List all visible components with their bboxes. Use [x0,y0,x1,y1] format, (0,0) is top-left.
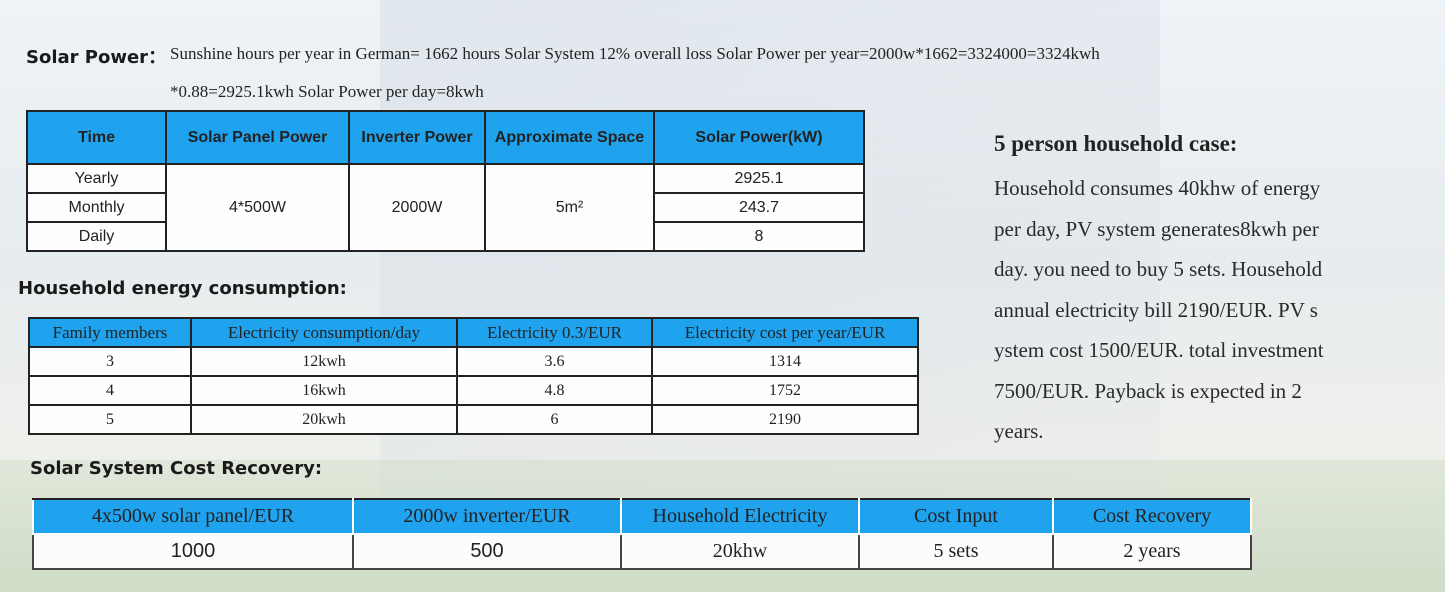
cell: 1000 [32,533,354,570]
cell: 12kwh [190,346,458,377]
row: Monthly 243.7 [26,192,865,223]
header-cell: 4x500w solar panel/EUR [32,498,354,535]
header-cell: Cost Recovery [1052,498,1252,535]
case-line: 7500/EUR. Payback is expected in 2 [994,378,1302,403]
cost-recovery-table: 4x500w solar panel/EUR 2000w inverter/EU… [32,498,1252,570]
case-line: per day, PV system generates8kwh per [994,216,1319,241]
cell: 16kwh [190,375,458,406]
cell: 1314 [651,346,919,377]
cell: 500 [352,533,622,570]
row: Daily 8 [26,221,865,252]
cell: 6 [456,404,653,435]
header-cell: Household Electricity [620,498,860,535]
cell: 2000W [348,163,486,252]
solar-table: Time Solar Panel Power Inverter Power Ap… [26,110,865,252]
cell: 1752 [651,375,919,406]
row: 5 20kwh 6 2190 [28,404,919,435]
intro-line: *0.88=2925.1kwh Solar Power per day=8kwh [170,82,484,101]
case-line: years. [994,419,1044,443]
cell: 4*500W [165,163,350,252]
header-cell: Inverter Power [348,110,486,165]
header-cell: Solar Panel Power [165,110,350,165]
household-table: Family members Electricity consumption/d… [28,317,919,435]
header-row: Family members Electricity consumption/d… [28,317,919,348]
case-line: annual electricity bill 2190/EUR. PV s [994,297,1318,322]
table-body: 3 12kwh 3.6 1314 4 16kwh 4.8 1752 5 20kwh 6 2190 [28,346,919,435]
cell: 5 sets [858,533,1054,570]
header-cell: Cost Input [858,498,1054,535]
header-cell: Electricity consumption/day [190,317,458,348]
row: 3 12kwh 3.6 1314 [28,346,919,377]
intro-line: Sunshine hours per year in German= 1662 … [170,44,1100,63]
header-cell: Electricity cost per year/EUR [651,317,919,348]
row: Yearly 4*500W 2000W 5m² 2925.1 [26,163,865,252]
header-cell: Family members [28,317,192,348]
section-title: Solar System Cost Recovery: [30,458,323,479]
header-row: 4x500w solar panel/EUR 2000w inverter/EU… [32,498,1252,535]
cell: 2 years [1052,533,1252,570]
solar-power-label: Solar Power： [26,47,167,68]
case-line: ystem cost 1500/EUR. total investment [994,338,1324,362]
case-line: Household consumes 40khw of energy [994,176,1321,200]
cell: 5 [28,404,192,435]
case-title: 5 person household case: [994,131,1238,156]
section-title: Household energy consumption: [18,278,347,299]
header-row: Time Solar Panel Power Inverter Power Ap… [26,110,865,165]
header-cell: Approximate Space [484,110,655,165]
cell: Monthly [26,192,167,223]
header-cell: Time [26,110,167,165]
cell: 2190 [651,404,919,435]
cell: 20khw [620,533,860,570]
header-cell: 2000w inverter/EUR [352,498,622,535]
cell: 4.8 [456,375,653,406]
cell: 4 [28,375,192,406]
cell: 243.7 [653,192,865,223]
cell: 20kwh [190,404,458,435]
cell: 2925.1 [653,163,865,194]
cell: Yearly [26,163,167,194]
header-cell: Electricity 0.3/EUR [456,317,653,348]
case-line: day. you need to buy 5 sets. Household [994,257,1323,281]
cell: 5m² [484,163,655,252]
header-cell: Solar Power(kW) [653,110,865,165]
cell: 3 [28,346,192,377]
cell: 3.6 [456,346,653,377]
row: 1000 500 20khw 5 sets 2 years [32,533,1252,570]
cell: 8 [653,221,865,252]
row: 4 16kwh 4.8 1752 [28,375,919,406]
cell: Daily [26,221,167,252]
